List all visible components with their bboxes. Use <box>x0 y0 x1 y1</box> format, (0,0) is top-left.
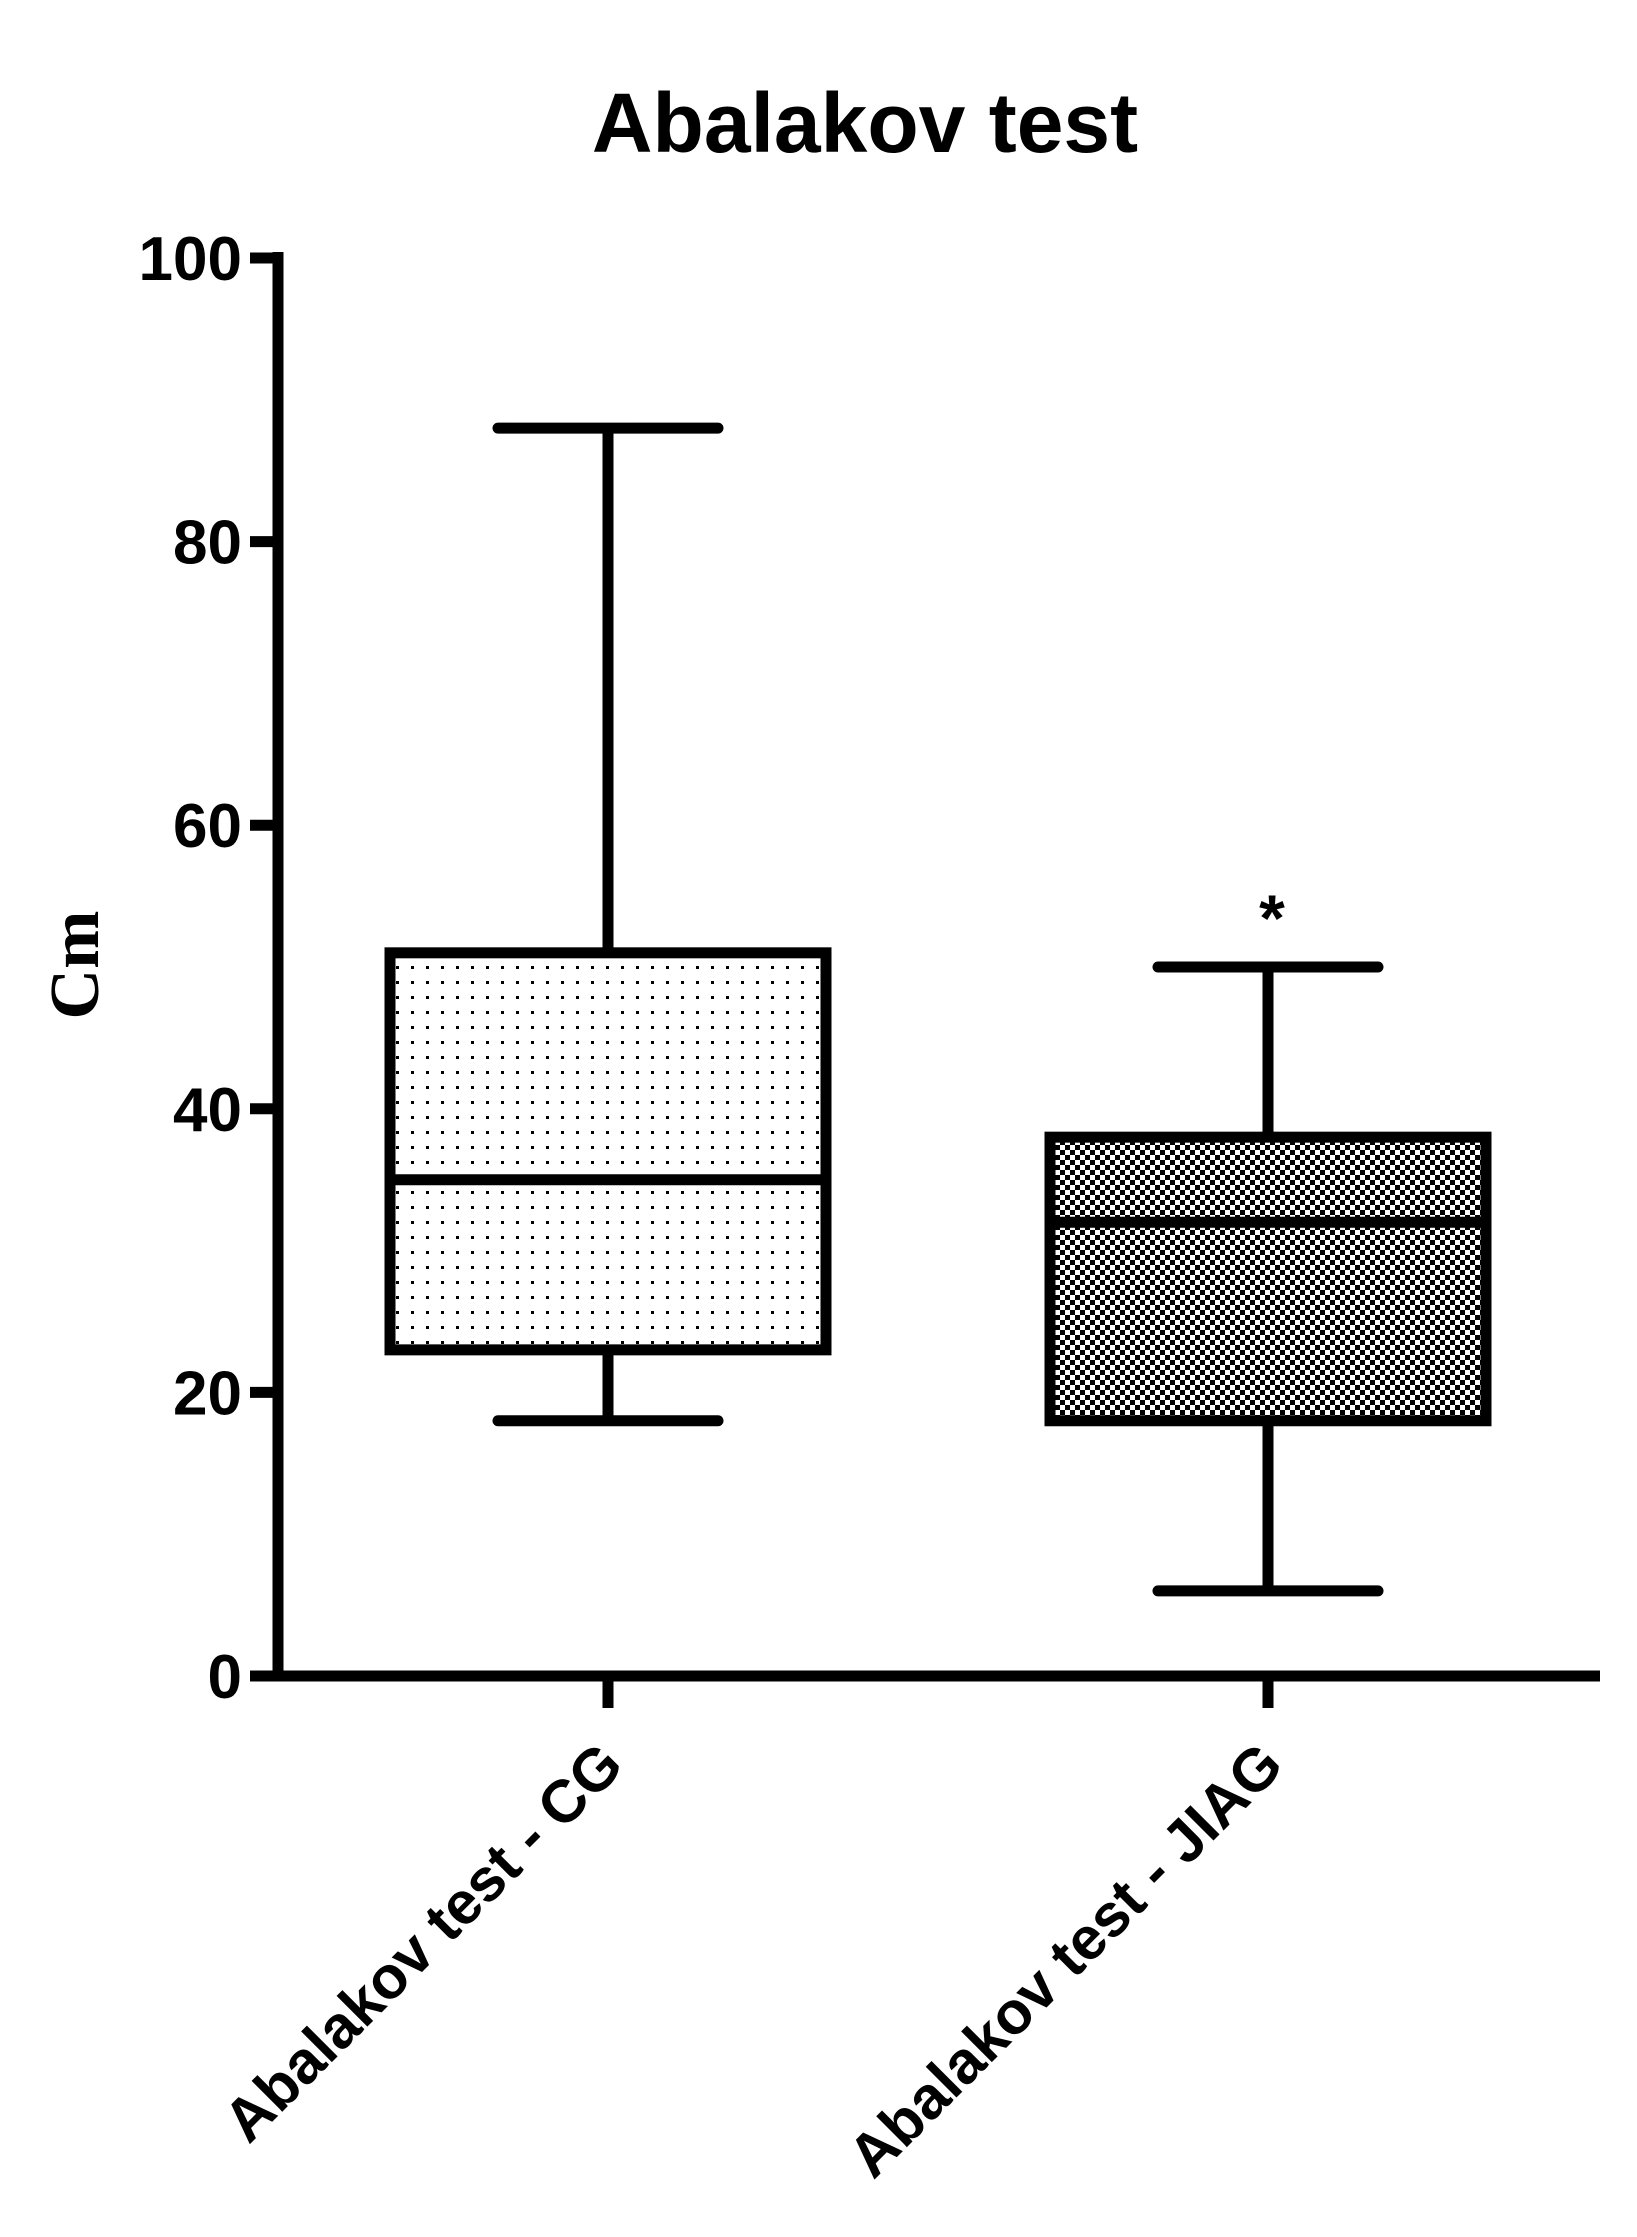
y-tick-label: 40 <box>173 1076 242 1145</box>
y-axis-label: Cm <box>37 911 114 1020</box>
x-category-label: Abalakov test - CG <box>211 1730 636 2155</box>
y-tick-label: 20 <box>173 1359 242 1428</box>
y-tick-label: 80 <box>173 509 242 578</box>
chart-title: Abalakov test <box>592 76 1138 170</box>
significance-marker: * <box>1259 881 1285 955</box>
y-tick-label: 0 <box>208 1643 242 1712</box>
x-category-label: Abalakov test - JIAG <box>835 1730 1295 2190</box>
y-tick-label: 100 <box>139 225 242 294</box>
plot-area: 0 20 40 60 80 100 Abalakov test - CG Abalakov t… <box>139 225 1600 2190</box>
y-tick-label: 60 <box>173 792 242 861</box>
box-iqr <box>384 947 832 1356</box>
box-iqr <box>1044 1131 1492 1427</box>
